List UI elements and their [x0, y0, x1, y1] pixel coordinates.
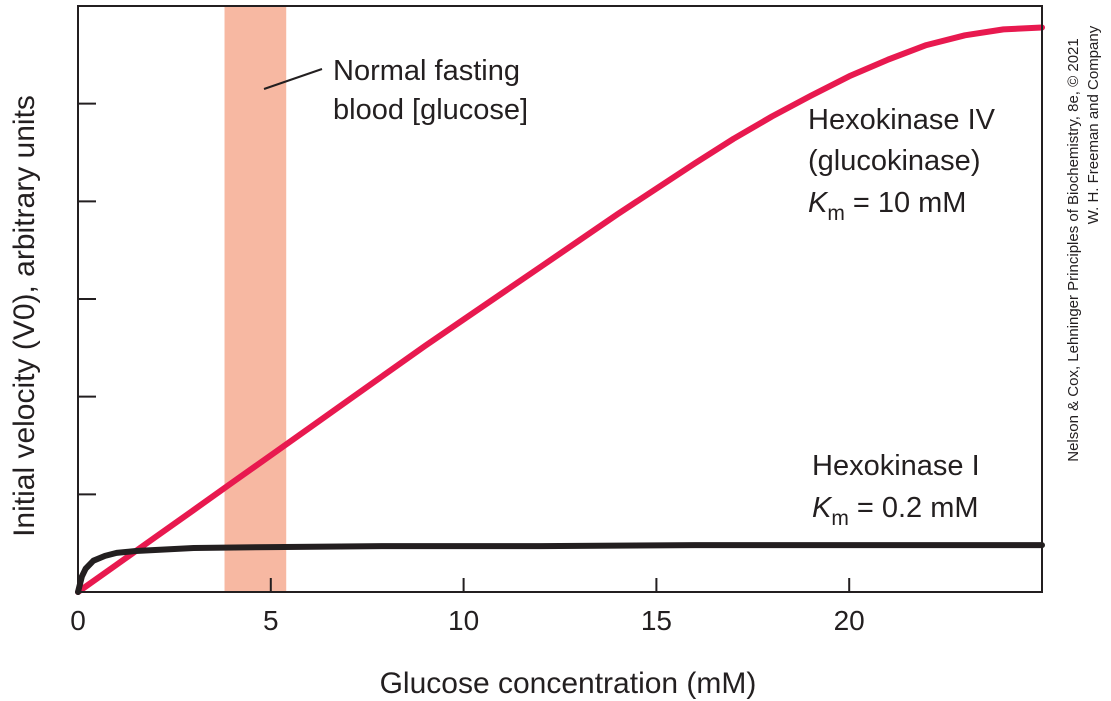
fasting-band-leader-line — [263, 68, 323, 90]
fasting-band-label-line2: blood [glucose] — [333, 94, 528, 126]
x-tick-label: 10 — [448, 605, 479, 636]
x-tick-label: 5 — [263, 605, 279, 636]
series-layer — [75, 24, 1045, 595]
credit-line2: W. H. Freeman and Company — [1085, 25, 1102, 224]
fasting-glucose-band — [224, 6, 287, 592]
x-tick-label: 20 — [834, 605, 865, 636]
x-axis-ticks: 0 5 10 15 20 — [70, 578, 865, 636]
x-tick-label: 0 — [70, 605, 86, 636]
hexokinase-iv-label-line2: (glucokinase) — [808, 145, 980, 177]
km-value: = 0.2 mM — [857, 492, 979, 524]
x-axis-title: Glucose concentration (mM) — [380, 667, 757, 700]
km-subscript: m — [827, 202, 845, 225]
x-axis-title-text: Glucose concentration (mM) — [380, 667, 757, 700]
km-symbol: K — [808, 187, 829, 219]
hexokinase-i-km: Km = 0.2 mM — [812, 492, 979, 530]
y-axis-title: Initial velocity (V0), arbitrary units — [8, 95, 41, 537]
hexokinase-iv-curve — [75, 24, 1045, 595]
credit-line1: Nelson & Cox, Lehninger Principles of Bi… — [1065, 38, 1082, 462]
x-tick-label: 15 — [641, 605, 672, 636]
y-axis-ticks — [78, 102, 96, 496]
km-value: = 10 mM — [853, 187, 967, 219]
km-subscript: m — [831, 507, 849, 530]
hexokinase-iv-label-line1: Hexokinase IV — [808, 104, 996, 136]
y-axis-title-text: Initial velocity (V0), arbitrary units — [8, 95, 41, 537]
hexokinase-i-label: Hexokinase I — [812, 450, 980, 482]
hexokinase-iv-km: Km = 10 mM — [808, 187, 966, 225]
fasting-band-label-line1: Normal fasting — [333, 55, 520, 87]
km-symbol: K — [812, 492, 833, 524]
hexokinase-i-curve — [75, 542, 1045, 595]
